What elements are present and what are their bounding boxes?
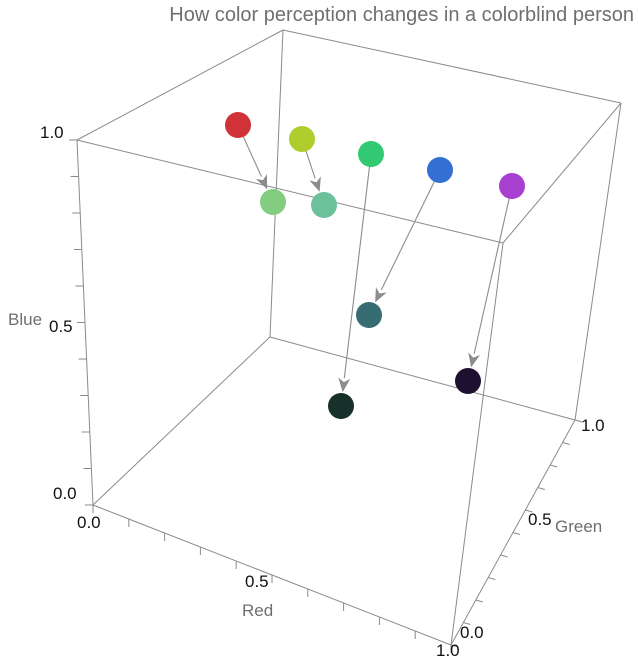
- arrow-shaft: [380, 169, 441, 291]
- axis-tick: [450, 644, 459, 648]
- axis-tick: [463, 622, 471, 625]
- x-tick-label: 0.0: [77, 513, 101, 532]
- box-edge: [92, 336, 271, 506]
- arrow-head: [309, 176, 321, 192]
- axis-tick: [550, 464, 558, 468]
- axis-tick: [500, 554, 508, 558]
- arrow-head: [468, 352, 481, 368]
- box-edge: [502, 102, 622, 244]
- perceived-color-point: [260, 189, 286, 215]
- y-tick-label: 1.0: [581, 416, 605, 435]
- points: [225, 112, 525, 419]
- perceived-color-point: [311, 192, 337, 218]
- original-color-point: [358, 141, 384, 167]
- box-edge: [282, 29, 622, 104]
- y-tick-label: 0.5: [528, 510, 552, 529]
- perceived-color-point: [328, 393, 354, 419]
- box-edge: [450, 242, 504, 646]
- original-color-point: [499, 173, 525, 199]
- perceived-color-point: [455, 368, 481, 394]
- original-color-point: [289, 126, 315, 152]
- arrow-shaft: [343, 153, 372, 379]
- axis-tick: [562, 442, 570, 445]
- axis-tick: [488, 577, 496, 580]
- box-edge: [76, 139, 504, 244]
- box-edge: [574, 102, 622, 421]
- z-axis-label: Blue: [8, 310, 42, 329]
- original-color-point: [225, 112, 251, 138]
- perceived-color-point: [356, 302, 382, 328]
- axis-tick: [525, 509, 533, 513]
- tick-marks: [69, 139, 583, 653]
- arrow-head: [255, 174, 268, 190]
- axis-tick: [537, 487, 545, 490]
- axis-tick: [574, 419, 583, 423]
- box-edge: [269, 336, 576, 421]
- arrow-head: [375, 287, 387, 303]
- z-tick-label: 0.5: [49, 317, 73, 336]
- box-edge: [76, 29, 284, 141]
- x-tick-label: 1.0: [436, 641, 460, 660]
- z-tick-label: 0.0: [53, 484, 77, 503]
- z-tick-label: 1.0: [40, 123, 64, 142]
- box-edge: [269, 29, 284, 338]
- x-tick-label: 0.5: [245, 572, 269, 591]
- arrow-shaft: [473, 185, 513, 354]
- y-tick-label: 0.0: [460, 623, 484, 642]
- original-color-point: [427, 157, 453, 183]
- axis-tick: [475, 599, 483, 603]
- axis-tick: [512, 532, 521, 535]
- arrow-head: [338, 377, 351, 393]
- x-axis-label: Red: [242, 601, 273, 620]
- chart-title: How color perception changes in a colorb…: [169, 4, 634, 26]
- y-axis-label: Green: [555, 517, 602, 536]
